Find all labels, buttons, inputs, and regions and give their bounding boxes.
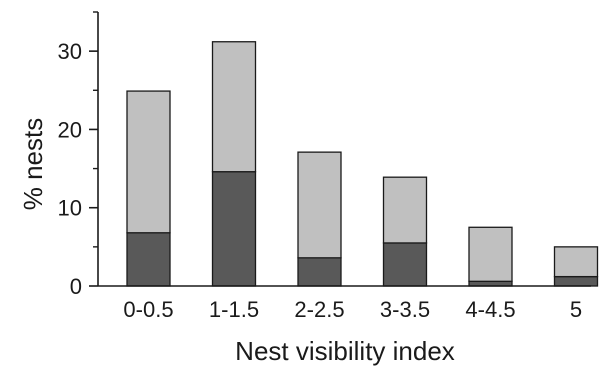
x-tick-label-2-2.5: 2-2.5	[294, 297, 344, 322]
bar-4-4.5-segment-2	[468, 226, 513, 282]
bar-1-1.5-segment-1	[211, 171, 257, 287]
y-tick-label-30: 30	[58, 39, 82, 64]
y-tick-label-10: 10	[58, 196, 82, 221]
x-tick-label-4-4.5: 4-4.5	[465, 297, 515, 322]
bar-5-segment-1	[553, 275, 599, 287]
bar-3-3.5-segment-1	[382, 242, 428, 287]
y-tick-label-20: 20	[58, 117, 82, 142]
axes	[97, 12, 591, 287]
ticks: 0 10 20 30 0-0.5 1-1.5 2-2.5 3-3.5 4-4.5 5	[58, 11, 582, 322]
y-axis-label: % nests	[18, 118, 48, 211]
bar-5-segment-2	[553, 246, 599, 278]
bar-0-0.5-segment-2	[126, 90, 171, 234]
bar-1-1.5-segment-2	[211, 41, 257, 173]
x-tick-label-1-1.5: 1-1.5	[209, 297, 259, 322]
bar-0-0.5-segment-1	[126, 232, 171, 287]
x-tick-label-3-3.5: 3-3.5	[380, 297, 430, 322]
x-tick-label-5: 5	[570, 297, 582, 322]
bar-2-2.5-segment-1	[297, 257, 342, 287]
bar-3-3.5-segment-2	[382, 176, 428, 244]
x-tick-label-0-0.5: 0-0.5	[123, 297, 173, 322]
bars	[126, 41, 599, 287]
bar-2-2.5-segment-2	[297, 151, 342, 259]
x-axis-label: Nest visibility index	[235, 336, 455, 366]
y-tick-label-0: 0	[70, 274, 82, 299]
